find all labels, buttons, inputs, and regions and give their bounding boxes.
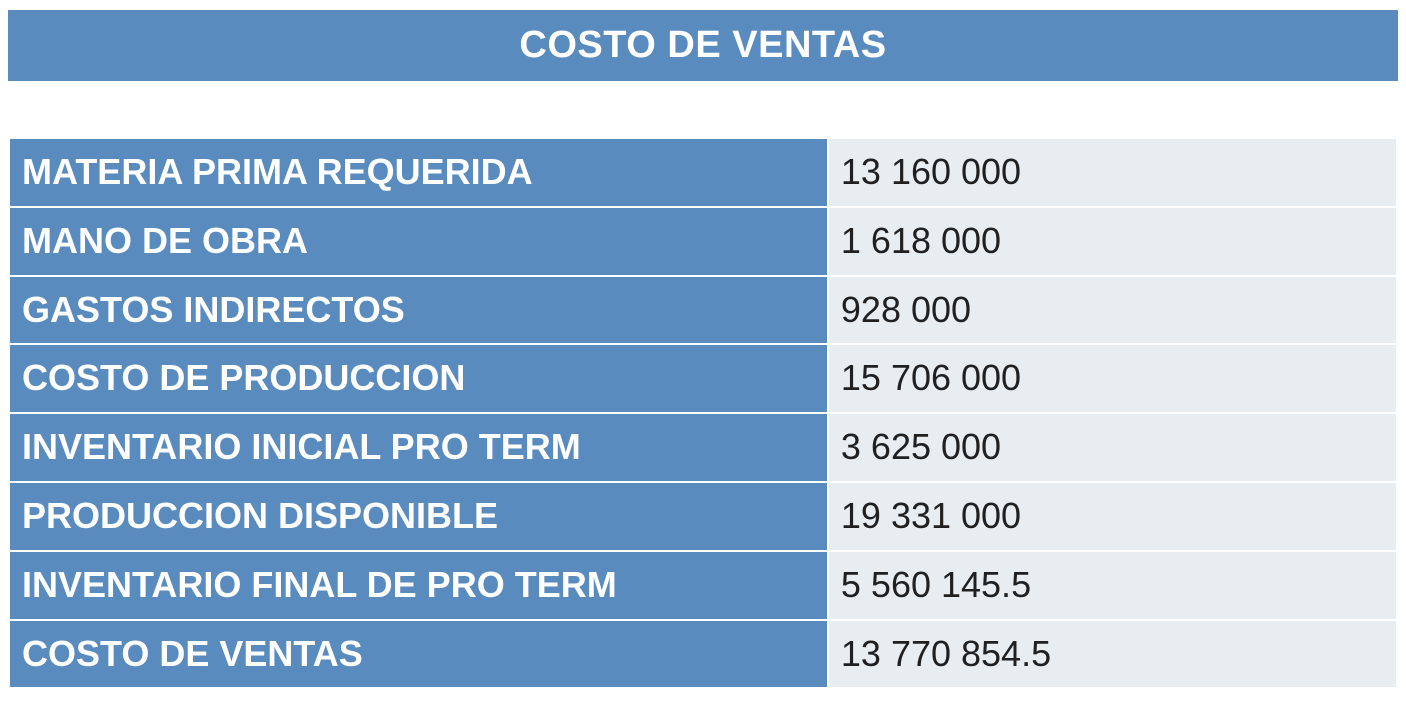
table-row: COSTO DE VENTAS 13 770 854.5	[9, 620, 1397, 689]
row-label: GASTOS INDIRECTOS	[9, 276, 828, 345]
row-label: PRODUCCION DISPONIBLE	[9, 482, 828, 551]
row-label: INVENTARIO INICIAL PRO TERM	[9, 413, 828, 482]
table-row: INVENTARIO INICIAL PRO TERM 3 625 000	[9, 413, 1397, 482]
row-value: 5 560 145.5	[828, 551, 1397, 620]
costo-ventas-container: COSTO DE VENTAS MATERIA PRIMA REQUERIDA …	[8, 10, 1398, 689]
costo-ventas-table: MATERIA PRIMA REQUERIDA 13 160 000 MANO …	[8, 137, 1398, 689]
row-label: COSTO DE PRODUCCION	[9, 344, 828, 413]
row-value: 19 331 000	[828, 482, 1397, 551]
row-value: 13 160 000	[828, 138, 1397, 207]
table-row: MATERIA PRIMA REQUERIDA 13 160 000	[9, 138, 1397, 207]
row-label: MATERIA PRIMA REQUERIDA	[9, 138, 828, 207]
table-row: INVENTARIO FINAL DE PRO TERM 5 560 145.5	[9, 551, 1397, 620]
page-title: COSTO DE VENTAS	[519, 24, 886, 66]
row-value: 13 770 854.5	[828, 620, 1397, 689]
row-value: 15 706 000	[828, 344, 1397, 413]
row-value: 1 618 000	[828, 207, 1397, 276]
row-value: 3 625 000	[828, 413, 1397, 482]
row-label: MANO DE OBRA	[9, 207, 828, 276]
table-row: COSTO DE PRODUCCION 15 706 000	[9, 344, 1397, 413]
title-bar: COSTO DE VENTAS	[8, 10, 1398, 81]
row-label: INVENTARIO FINAL DE PRO TERM	[9, 551, 828, 620]
table-row: GASTOS INDIRECTOS 928 000	[9, 276, 1397, 345]
row-value: 928 000	[828, 276, 1397, 345]
table-row: MANO DE OBRA 1 618 000	[9, 207, 1397, 276]
row-label: COSTO DE VENTAS	[9, 620, 828, 689]
table-row: PRODUCCION DISPONIBLE 19 331 000	[9, 482, 1397, 551]
title-spacer	[8, 81, 1398, 137]
